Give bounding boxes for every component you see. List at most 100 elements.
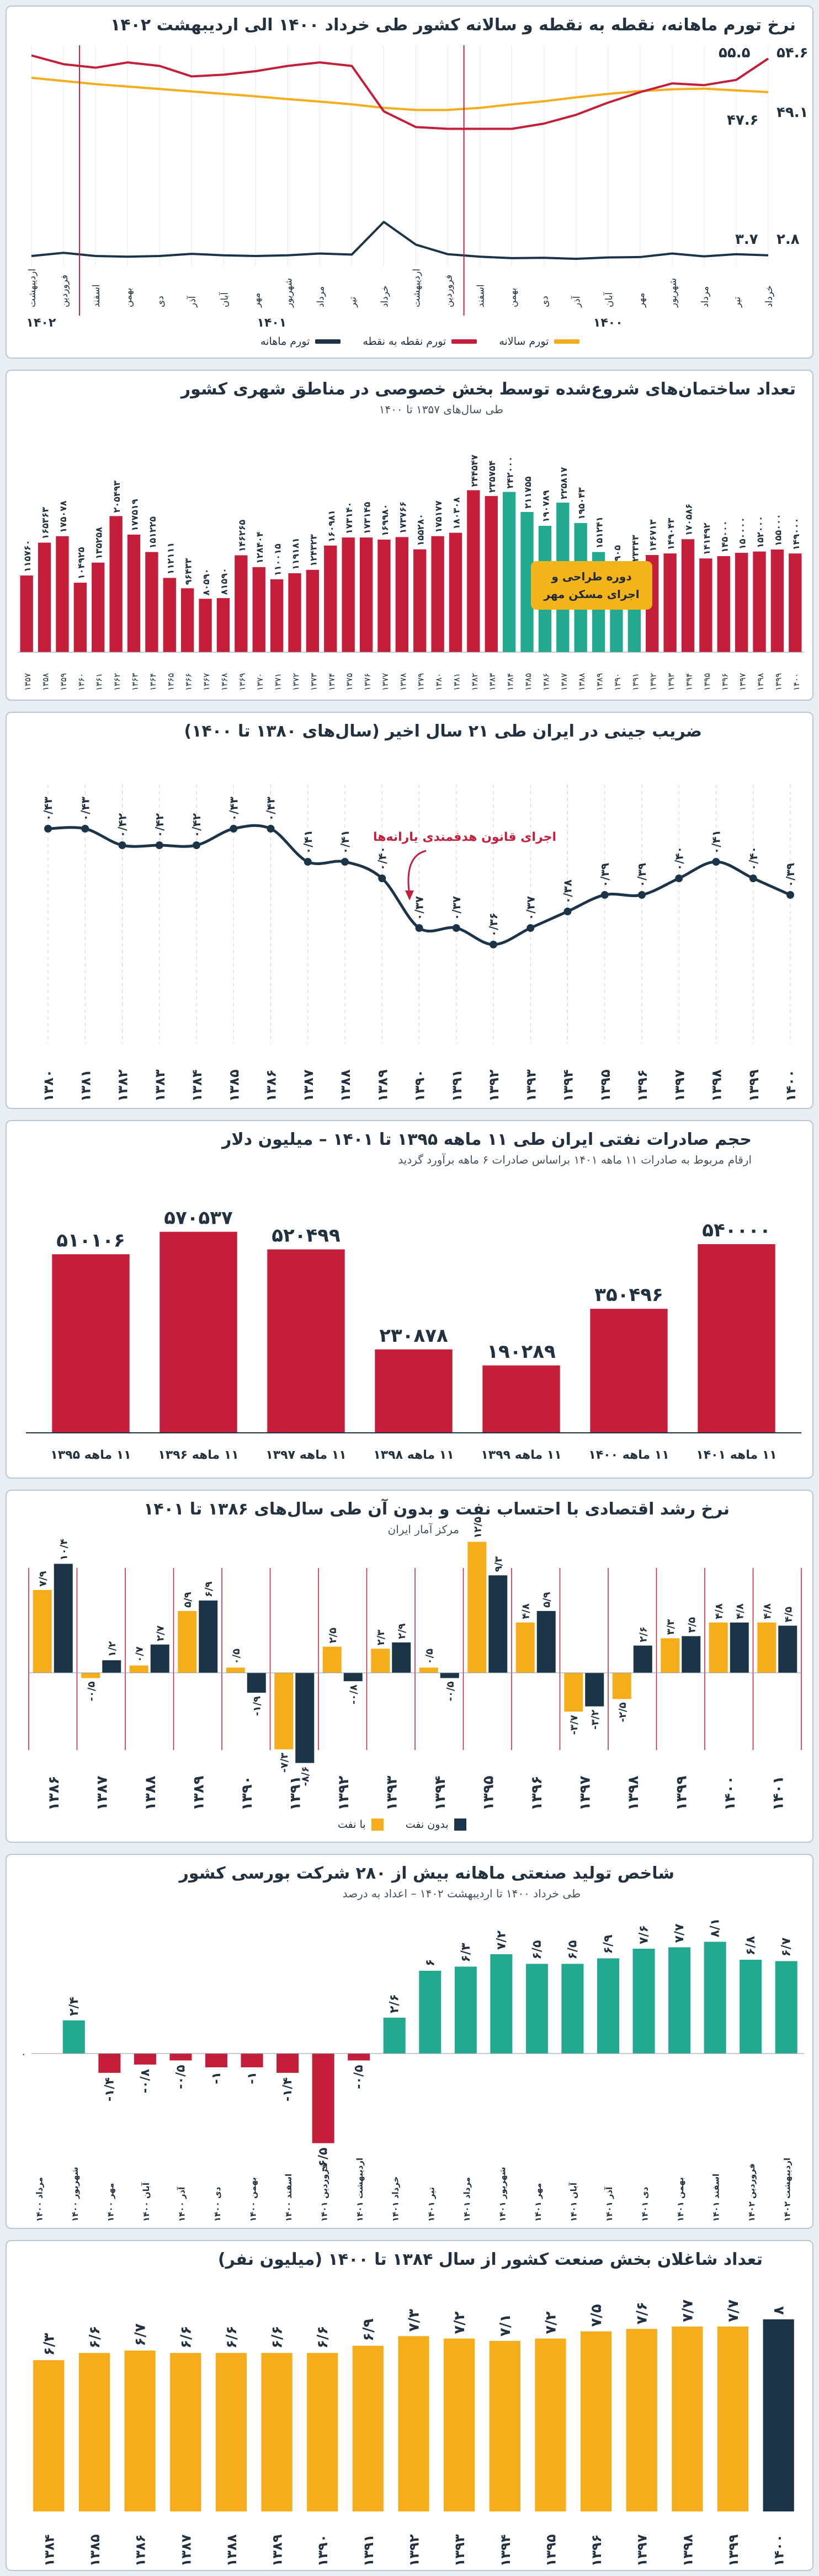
gini-chart: ۱۳۸۰ ۱۳۸۱ ۱۳۸۲ ۱۳۸۳ ۱۳۸۴ ۱۳۸۵ ۱۳۸۶ ۱۳۸۷ ۱۳۸۸ ۱۳۸۹…: [41, 785, 799, 1102]
gini-year-label: ۱۴۰۰: [783, 1069, 799, 1102]
gini-value-label: ۰/۴۲: [153, 813, 166, 838]
housing-year-label: ۱۳۶۵: [166, 673, 176, 691]
gini-year-label: ۱۳۸۹: [375, 1069, 390, 1102]
industry-month-label: اسفند ۱۴۰۰: [284, 2174, 294, 2222]
inflation-title: نرخ تورم ماهانه، نقطه به نقطه و سالانه ک…: [110, 15, 796, 35]
industry-month-label: بهمن ۱۴۰۱: [676, 2177, 685, 2222]
gini-annotation-arrowhead: [405, 890, 414, 900]
housing-bar: [770, 550, 784, 652]
gini-point: [267, 825, 275, 833]
growth-bar-with-oil: [564, 1673, 583, 1712]
housing-value-label: ۱۷۳۱۴۵: [362, 502, 373, 534]
growth-value-label: -۷/۳: [279, 1753, 290, 1773]
legend-without-oil-label: بدون نفت: [405, 1818, 449, 1831]
gini-year-label: ۱۳۸۱: [78, 1069, 93, 1102]
housing-bar: [753, 551, 766, 652]
month-tick-label: خرداد: [764, 285, 775, 307]
housing-year-label: ۱۳۷۸: [398, 673, 408, 691]
housing-year-label: ۱۳۶۷: [201, 673, 211, 691]
legend-p2p: تورم نقطه به نقطه: [363, 335, 477, 348]
growth-bar-with-oil: [81, 1673, 100, 1678]
housing-year-label: ۱۳۷۵: [344, 673, 354, 691]
growth-source: مرکز آمار ایران: [387, 1523, 459, 1536]
employment-value-label: ۸: [771, 2306, 788, 2315]
month-tick-label: مرداد: [700, 286, 711, 307]
housing-value-label: ۱۱۰۰۱۵: [273, 543, 283, 576]
month-tick-label: خرداد: [379, 285, 390, 307]
growth-bar-without-oil: [633, 1645, 652, 1673]
industry-value-label: -۰/۸: [139, 2068, 152, 2093]
employment-value-label: ۷/۲: [451, 2311, 468, 2334]
month-tick-label: مهر: [636, 293, 647, 308]
industry-bar: [704, 1942, 726, 2054]
industry-month-label: آذر ۱۴۰۱: [604, 2186, 614, 2222]
housing-bar: [145, 552, 158, 652]
gini-point: [415, 924, 423, 932]
gini-year-label: ۱۳۸۴: [189, 1069, 205, 1102]
housing-year-label: ۱۳۶۶: [184, 673, 194, 691]
housing-bar: [306, 569, 320, 652]
gini-point: [675, 874, 683, 882]
housing-year-label: ۱۳۸۲: [470, 673, 480, 691]
employment-bar: [307, 2353, 338, 2511]
housing-value-label: ۱۹۵۰۴۳: [576, 487, 587, 520]
oil-title: حجم صادرات نفتی ایران طی ۱۱ ماهه ۱۳۹۵ تا…: [222, 1130, 752, 1149]
gini-point: [600, 891, 609, 899]
industry-subtitle: طی خرداد ۱۴۰۰ تا اردیبهشت ۱۴۰۲ – اعداد ب…: [342, 1887, 581, 1900]
legend-with-oil-swatch: [371, 1818, 384, 1831]
industry-bar: [62, 2020, 85, 2054]
housing-subtitle: طی سال‌های ۱۳۵۷ تا ۱۴۰۰: [379, 403, 503, 416]
growth-bar-without-oil: [150, 1644, 169, 1673]
legend-p2p-label: تورم نقطه به نقطه: [363, 335, 446, 348]
gini-year-label: ۱۳۹۷: [672, 1069, 687, 1102]
growth-year-label: ۱۳۹۳: [384, 1775, 400, 1811]
housing-value-label: ۱۴۶۲۶۵: [237, 520, 247, 552]
gini-value-label: ۰/۳۸: [561, 879, 575, 904]
industry-month-label: تیر ۱۴۰۱: [426, 2187, 436, 2222]
housing-value-label: ۹۶۴۳۳: [183, 558, 194, 585]
gini-year-label: ۱۳۹۶: [635, 1069, 650, 1102]
label-annual-left: ۴۷.۶: [727, 112, 758, 129]
housing-bar: [20, 575, 33, 652]
oil-value-label: ۵۲۰۴۹۹: [272, 1225, 341, 1247]
year-label: ۱۴۰۲: [26, 316, 56, 330]
growth-value-label: ۴/۸: [762, 1603, 773, 1619]
growth-value-label: ۵/۹: [182, 1592, 194, 1608]
housing-value-label: ۱۱۵۷۶۰: [22, 540, 33, 572]
growth-bar-with-oil: [467, 1542, 487, 1673]
industry-bar: [205, 2054, 228, 2067]
gini-point: [230, 825, 238, 833]
gini-panel: ضریب جینی در ایران طی ۲۱ سال اخیر (سال‌ه…: [6, 712, 813, 1109]
legend-monthly-label: تورم ماهانه: [260, 335, 310, 348]
growth-year-label: ۱۳۹۹: [673, 1775, 690, 1811]
month-tick-label: اردیبهشت: [412, 269, 423, 307]
industry-month-label: مرداد ۱۴۰۰: [34, 2177, 44, 2222]
oil-bar: [52, 1254, 130, 1433]
growth-value-label: -۳/۷: [568, 1715, 580, 1735]
gini-point: [526, 924, 535, 932]
gini-value-label: ۰/۴۲: [190, 813, 203, 838]
gini-value-label: ۰/۳۹: [598, 863, 611, 887]
gini-title: ضریب جینی در ایران طی ۲۱ سال اخیر (سال‌ه…: [184, 722, 702, 741]
housing-value-label: ۱۵۲۰۰۰: [755, 516, 765, 548]
housing-year-label: ۱۳۸۸: [577, 673, 587, 691]
growth-year-label: ۱۳۹۸: [625, 1775, 642, 1811]
oil-bar: [590, 1309, 668, 1433]
month-tick-label: اسفند: [476, 284, 487, 307]
housing-value-label: ۲۲۵۸۱۷: [559, 467, 569, 499]
month-tick-label: فروردین: [59, 275, 70, 307]
gini-point: [193, 841, 200, 849]
month-tick-label: آبان: [603, 292, 615, 307]
employment-year-label: ۱۳۹۲: [407, 2534, 422, 2567]
housing-value-label: ۱۷۵۰۷۸: [58, 500, 68, 533]
gini-value-label: ۰/۳۷: [524, 896, 537, 920]
housing-value-label: ۱۵۱۲۴۱: [594, 516, 605, 549]
industry-bar: [312, 2054, 334, 2143]
housing-year-label: ۱۳۸۱: [451, 673, 461, 691]
gini-point: [304, 858, 312, 866]
housing-bar: [502, 492, 516, 652]
housing-value-label: ۱۶۰۹۸۱: [326, 510, 337, 542]
inflation-legend: تورم سالانه تورم نقطه به نقطه تورم ماهان…: [260, 335, 580, 348]
housing-year-label: ۱۳۷۴: [327, 673, 337, 691]
employment-bar: [215, 2353, 247, 2511]
